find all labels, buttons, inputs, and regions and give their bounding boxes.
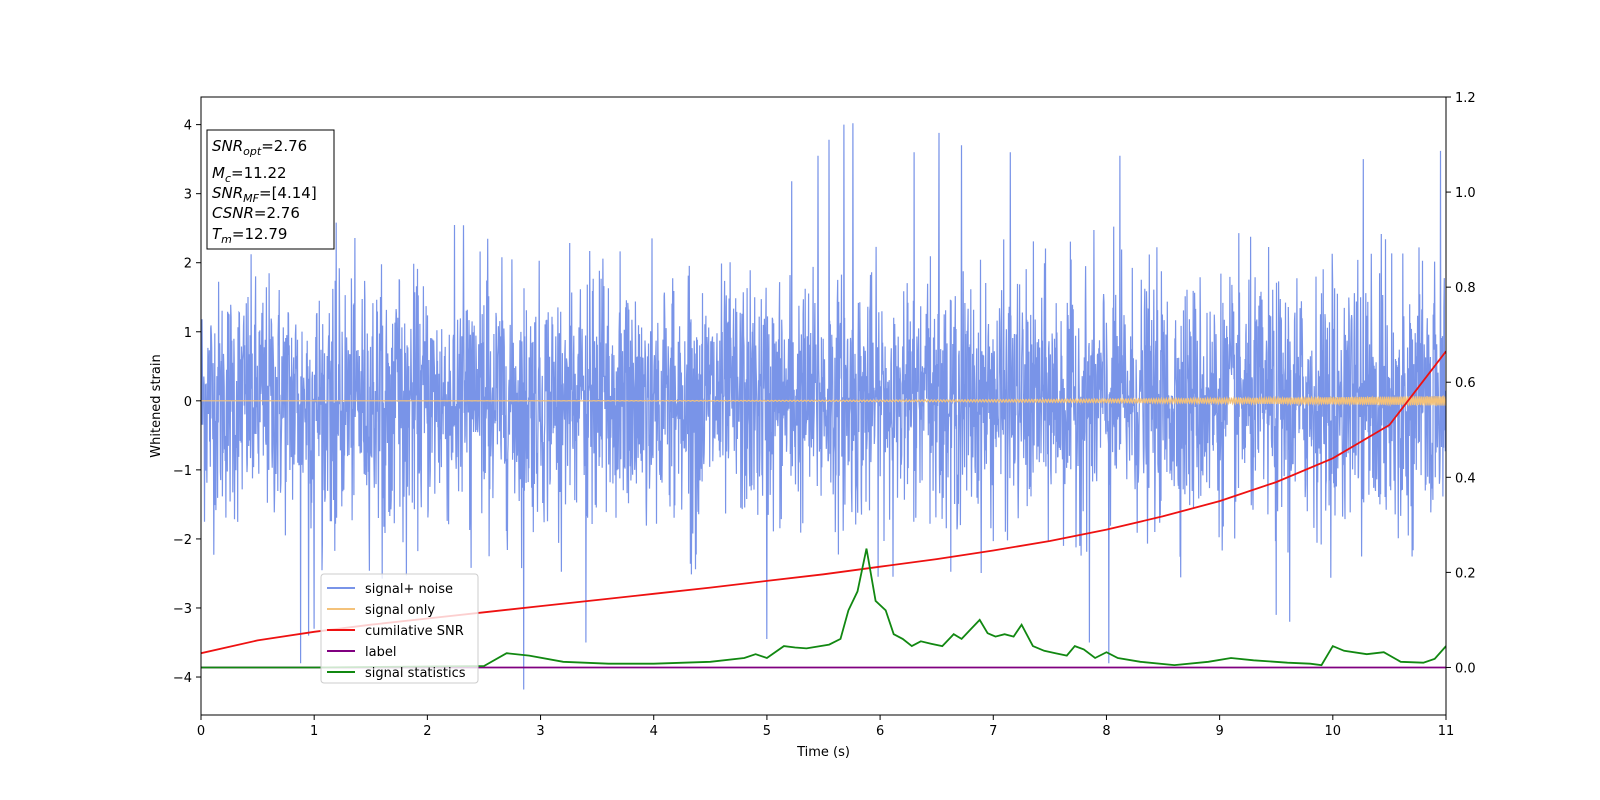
- y-left-tick-label: −2: [173, 533, 192, 548]
- y-left-tick-label: −3: [173, 602, 192, 617]
- series-signal-statistics-line: [201, 548, 1446, 669]
- x-tick-label: 3: [536, 724, 544, 739]
- annotation-mc: Mc=11.22: [212, 164, 287, 185]
- y-right-tick-label: 1.0: [1455, 186, 1476, 201]
- x-tick-label: 6: [876, 724, 884, 739]
- y-left-tick-label: 1: [184, 326, 192, 341]
- x-tick-label: 8: [1102, 724, 1110, 739]
- plot-frame: [200, 96, 1447, 716]
- y-left-tick-label: −1: [173, 464, 192, 479]
- y-axis-label: Whitened strain: [149, 354, 164, 457]
- series-signal-noise-line: [201, 123, 1446, 690]
- y-left-tick-label: 3: [184, 188, 192, 203]
- annotation-box: SNRopt=2.76 Mc=11.22 SNRMF=[4.14] CSNR=2…: [206, 129, 335, 250]
- y-right-tick-label: 0.6: [1455, 376, 1476, 391]
- annotation-tm: Tm=12.79: [212, 225, 287, 246]
- x-tick-label: 9: [1215, 724, 1223, 739]
- x-tick-label: 5: [763, 724, 771, 739]
- y-left-tick-label: 0: [184, 395, 192, 410]
- y-right-tick-label: 1.2: [1455, 91, 1476, 106]
- x-tick-label: 7: [989, 724, 997, 739]
- y-right-tick-label: 0.2: [1455, 566, 1476, 581]
- legend-label: signal only: [365, 603, 435, 618]
- annotation-snr-mf: SNRMF=[4.14]: [212, 184, 317, 205]
- y-left-tick-label: 2: [184, 257, 192, 272]
- x-tick-label: 4: [650, 724, 658, 739]
- x-tick-label: 2: [423, 724, 431, 739]
- y-axis-left: −4 −3 −2 −1 0 1 2 3 4: [173, 119, 201, 686]
- y-right-tick-label: 0.8: [1455, 281, 1476, 296]
- y-axis-right: 0.0 0.2 0.4 0.6 0.8 1.0 1.2: [1446, 91, 1476, 676]
- x-tick-label: 10: [1325, 724, 1342, 739]
- legend-label: signal statistics: [365, 666, 466, 681]
- legend-label: label: [365, 645, 396, 660]
- x-axis: 0 1 2 3 4 5 6 7 8 9 10 11: [197, 715, 1454, 739]
- x-axis-label: Time (s): [796, 745, 850, 760]
- legend-label: cumilative SNR: [365, 624, 464, 639]
- y-right-tick-label: 0.0: [1455, 661, 1476, 676]
- series-signal-only-line: [201, 394, 1446, 407]
- y-left-tick-label: 4: [184, 119, 192, 134]
- y-left-tick-label: −4: [173, 671, 192, 686]
- annotation-snr-opt: SNRopt=2.76: [212, 137, 307, 158]
- x-tick-label: 11: [1438, 724, 1455, 739]
- legend-label: signal+ noise: [365, 582, 453, 597]
- y-right-tick-label: 0.4: [1455, 471, 1476, 486]
- x-tick-label: 0: [197, 724, 205, 739]
- annotation-csnr: CSNR=2.76: [212, 204, 300, 222]
- x-tick-label: 1: [310, 724, 318, 739]
- legend: signal+ noise signal only cumilative SNR la…: [320, 573, 479, 684]
